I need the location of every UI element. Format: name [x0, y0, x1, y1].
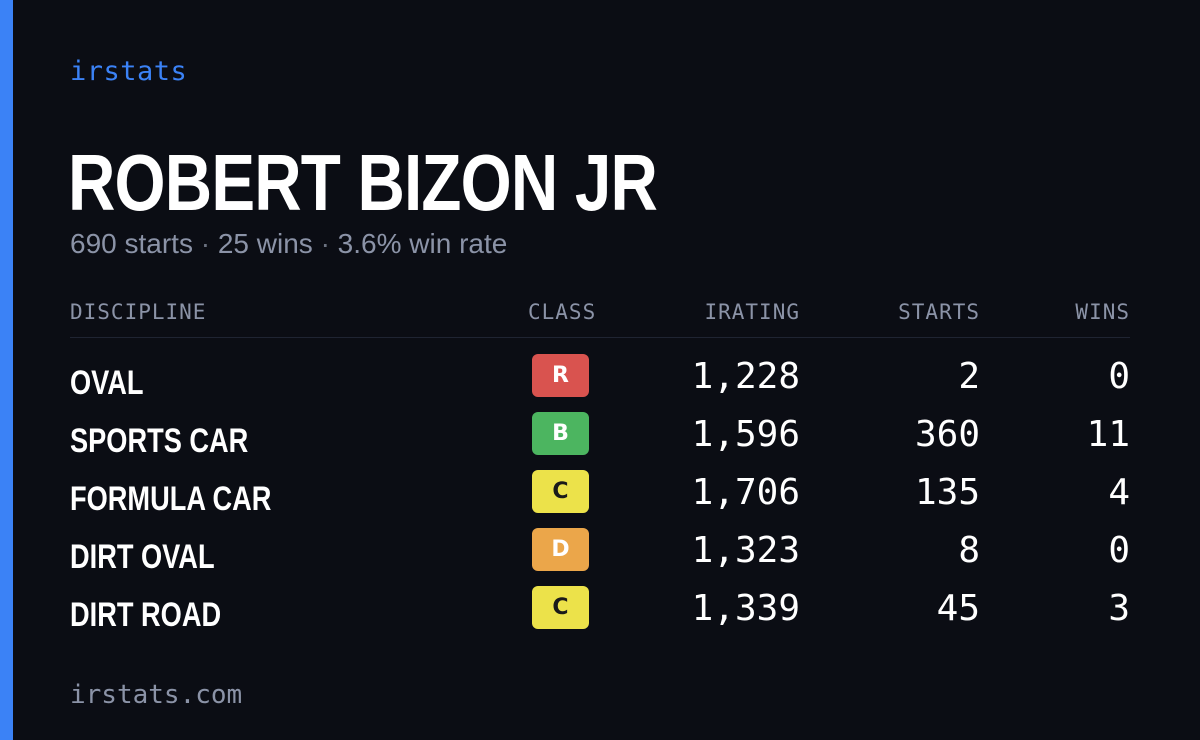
table-header: DISCIPLINE CLASS IRATING STARTS WINS [70, 300, 1130, 338]
summary-win-rate: 3.6% win rate [337, 228, 508, 259]
wins-value: 11 [1086, 414, 1130, 455]
table-body: OVAL R 1,228 2 0 SPORTS CAR B 1,596 360 … [70, 338, 1130, 644]
wins-value: 3 [1108, 588, 1130, 629]
summary-separator: · [320, 228, 330, 259]
class-badge: D [532, 528, 589, 571]
starts-value: 8 [958, 530, 980, 571]
summary-wins: 25 wins [217, 228, 313, 259]
irating-value: 1,596 [691, 414, 800, 455]
wins-value: 0 [1108, 356, 1130, 397]
site-link[interactable]: irstats.com [70, 680, 243, 710]
header-starts: STARTS [898, 300, 980, 324]
header-irating: IRATING [704, 300, 800, 324]
driver-summary: 690 starts · 25 wins · 3.6% win rate [70, 228, 507, 260]
table-row: DIRT ROAD C 1,339 45 3 [70, 586, 1130, 644]
table-row: DIRT OVAL D 1,323 8 0 [70, 528, 1130, 586]
brand-label: irstats [70, 56, 188, 87]
header-discipline: DISCIPLINE [70, 300, 207, 324]
irating-value: 1,339 [691, 588, 800, 629]
irating-value: 1,323 [691, 530, 800, 571]
table-row: SPORTS CAR B 1,596 360 11 [70, 412, 1130, 470]
header-wins: WINS [1075, 300, 1130, 324]
wins-value: 4 [1108, 472, 1130, 513]
irating-value: 1,706 [691, 472, 800, 513]
starts-value: 2 [958, 356, 980, 397]
discipline-name: OVAL [70, 364, 144, 402]
class-badge: B [532, 412, 589, 455]
header-class: CLASS [528, 300, 597, 324]
table-row: OVAL R 1,228 2 0 [70, 354, 1130, 412]
starts-value: 45 [936, 588, 980, 629]
class-badge: C [532, 470, 589, 513]
summary-separator: · [200, 228, 211, 259]
stats-table: DISCIPLINE CLASS IRATING STARTS WINS OVA… [70, 300, 1130, 644]
accent-bar [0, 0, 13, 740]
wins-value: 0 [1108, 530, 1130, 571]
irating-value: 1,228 [691, 356, 800, 397]
class-badge: C [532, 586, 589, 629]
starts-value: 360 [914, 414, 980, 455]
class-badge: R [532, 354, 589, 397]
table-row: FORMULA CAR C 1,706 135 4 [70, 470, 1130, 528]
driver-name: ROBERT BIZON JR [68, 138, 658, 227]
discipline-name: DIRT OVAL [70, 538, 215, 576]
discipline-name: SPORTS CAR [70, 422, 249, 460]
starts-value: 135 [914, 472, 980, 513]
discipline-name: DIRT ROAD [70, 596, 222, 634]
discipline-name: FORMULA CAR [70, 480, 272, 518]
summary-starts: 690 starts [70, 228, 193, 259]
